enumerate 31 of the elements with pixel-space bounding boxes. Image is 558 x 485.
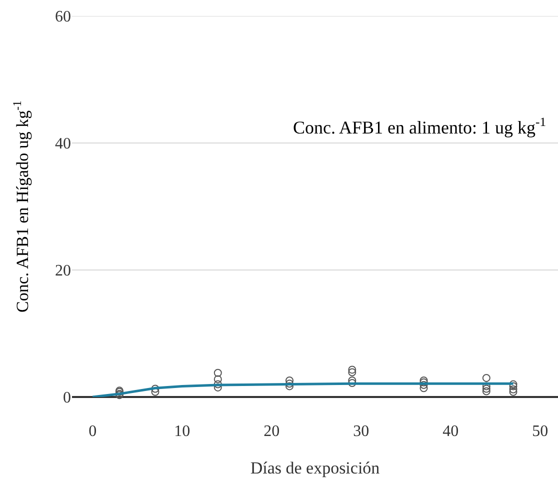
point — [482, 374, 490, 382]
x-tick-label: 30 — [353, 423, 370, 440]
x-tick-label: 10 — [174, 423, 190, 440]
point — [509, 380, 518, 388]
point — [420, 380, 428, 389]
point — [509, 385, 518, 394]
x-tick-label: 20 — [264, 423, 280, 440]
y-tick-label: 0 — [63, 390, 71, 407]
x-axis-title: Días de exposición — [250, 458, 380, 478]
annotation: Conc. AFB1 en alimento: 1 ug kg$^{-1}$ — [293, 115, 546, 138]
point — [482, 384, 490, 393]
point — [420, 378, 428, 386]
point — [482, 382, 490, 390]
point — [151, 384, 160, 393]
point — [348, 366, 356, 374]
point — [285, 382, 294, 390]
point — [509, 382, 518, 390]
point — [348, 368, 356, 376]
x-tick-label: 50 — [532, 423, 548, 440]
y-tick-label: 20 — [55, 262, 71, 280]
point — [214, 368, 222, 377]
point — [482, 387, 490, 396]
x-tick-label: 0 — [88, 423, 97, 440]
point — [509, 388, 518, 396]
y-tick-label: 60 — [55, 8, 71, 26]
point — [214, 380, 222, 388]
x-tick-label: 40 — [442, 423, 459, 440]
point — [348, 379, 356, 388]
point — [214, 375, 222, 384]
point — [285, 380, 294, 388]
y-tick-label: 40 — [55, 136, 71, 153]
